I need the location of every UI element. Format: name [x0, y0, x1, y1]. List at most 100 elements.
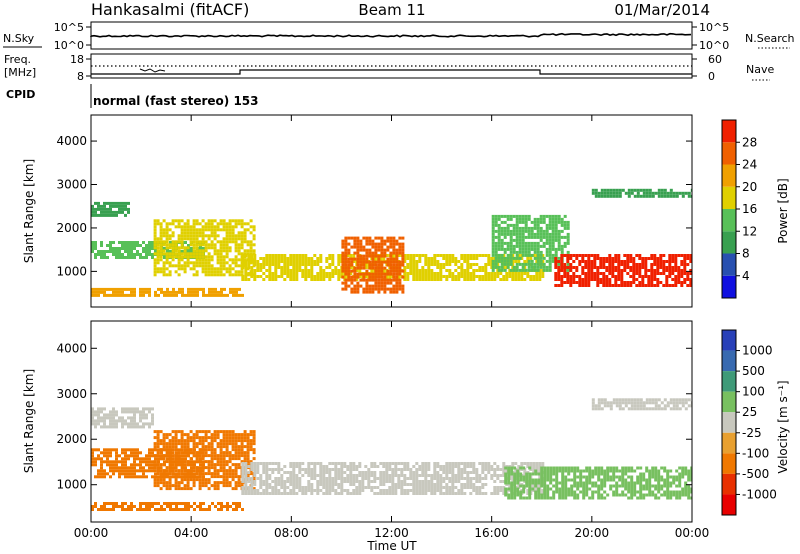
- scatter-cell: [542, 244, 546, 248]
- scatter-cell: [253, 471, 257, 474]
- scatter-cell: [563, 244, 567, 248]
- scatter-cell: [569, 266, 573, 269]
- scatter-cell: [421, 462, 425, 465]
- scatter-cell: [195, 436, 199, 440]
- scatter-cell: [307, 471, 311, 474]
- scatter-cell: [130, 410, 133, 414]
- scatter-cell: [596, 257, 600, 260]
- scatter-cell: [650, 266, 654, 269]
- scatter-cell: [504, 490, 508, 494]
- scatter-cell: [295, 486, 299, 489]
- scatter-cell: [115, 413, 118, 417]
- scatter-cell: [171, 231, 175, 235]
- scatter-cell: [599, 272, 603, 275]
- scatter-cell: [165, 445, 169, 449]
- scatter-cell: [493, 474, 497, 477]
- scatter-cell: [106, 454, 109, 458]
- scatter-cell: [124, 247, 127, 250]
- scatter-cell: [539, 214, 543, 218]
- scatter-cell: [365, 272, 369, 276]
- scatter-cell: [228, 246, 232, 250]
- scatter-cell: [232, 290, 235, 294]
- scatter-cell: [675, 484, 679, 488]
- scatter-cell: [355, 486, 359, 489]
- scatter-cell: [153, 231, 157, 235]
- scatter-cell: [678, 472, 682, 476]
- scatter-cell: [364, 266, 368, 269]
- scatter-cell: [557, 241, 561, 245]
- scatter-cell: [271, 489, 275, 492]
- scatter-cell: [198, 252, 202, 256]
- scatter-cell: [412, 269, 416, 272]
- scatter-cell: [347, 242, 351, 246]
- scatter-cell: [100, 416, 103, 420]
- scatter-cell: [536, 220, 540, 224]
- scatter-cell: [292, 471, 296, 474]
- scatter-cell: [421, 480, 425, 483]
- scatter-cell: [103, 422, 106, 426]
- scatter-cell: [210, 475, 214, 479]
- scatter-cell: [237, 270, 241, 274]
- scatter-cell: [650, 269, 654, 272]
- scatter-cell: [451, 272, 455, 275]
- scatter-cell: [439, 465, 443, 468]
- scatter-cell: [548, 220, 552, 224]
- scatter-cell: [457, 462, 461, 465]
- power-colorbar-tick-label: 8: [742, 247, 750, 261]
- scatter-cell: [165, 454, 169, 458]
- scatter-cell: [115, 466, 118, 470]
- scatter-cell: [244, 275, 248, 278]
- scatter-cell: [343, 275, 347, 278]
- scatter-cell: [136, 454, 139, 458]
- scatter-cell: [538, 468, 542, 471]
- scatter-cell: [169, 293, 172, 297]
- scatter-cell: [564, 484, 568, 488]
- scatter-cell: [91, 247, 94, 250]
- scatter-cell: [418, 269, 422, 272]
- scatter-cell: [521, 232, 525, 236]
- scatter-cell: [500, 256, 504, 260]
- power-colorbar-swatch: [722, 120, 736, 143]
- scatter-cell: [421, 492, 425, 495]
- scatter-cell: [572, 254, 576, 257]
- scatter-cell: [349, 254, 353, 257]
- scatter-cell: [430, 269, 434, 272]
- scatter-cell: [542, 235, 546, 239]
- scatter-cell: [241, 508, 244, 511]
- scatter-cell: [570, 487, 574, 491]
- scatter-cell: [370, 462, 374, 465]
- scatter-cell: [231, 448, 235, 452]
- scatter-cell: [569, 281, 573, 284]
- scatter-cell: [115, 469, 118, 473]
- scatter-cell: [175, 508, 178, 511]
- scatter-cell: [481, 486, 485, 489]
- scatter-cell: [515, 226, 519, 230]
- scatter-cell: [344, 239, 348, 243]
- scatter-cell: [540, 481, 544, 485]
- scatter-cell: [145, 413, 148, 417]
- scatter-cell: [587, 275, 591, 278]
- scatter-cell: [463, 257, 467, 260]
- scatter-cell: [225, 270, 229, 274]
- scatter-cell: [231, 436, 235, 440]
- scatter-cell: [463, 275, 467, 278]
- scatter-cell: [94, 460, 97, 464]
- scatter-cell: [184, 454, 187, 458]
- scatter-cell: [216, 255, 220, 259]
- scatter-cell: [207, 460, 211, 464]
- scatter-cell: [493, 468, 497, 471]
- scatter-cell: [401, 251, 405, 255]
- scatter-cell: [189, 487, 193, 491]
- scatter-cell: [349, 474, 353, 477]
- scatter-cell: [690, 188, 692, 192]
- scatter-cell: [581, 281, 585, 284]
- scatter-cell: [356, 260, 360, 264]
- scatter-cell: [632, 266, 636, 269]
- scatter-cell: [560, 247, 564, 251]
- scatter-cell: [286, 269, 290, 272]
- scatter-cell: [234, 472, 238, 476]
- scatter-cell: [451, 260, 455, 263]
- scatter-cell: [421, 254, 425, 257]
- scatter-cell: [651, 469, 655, 473]
- scatter-cell: [121, 505, 124, 508]
